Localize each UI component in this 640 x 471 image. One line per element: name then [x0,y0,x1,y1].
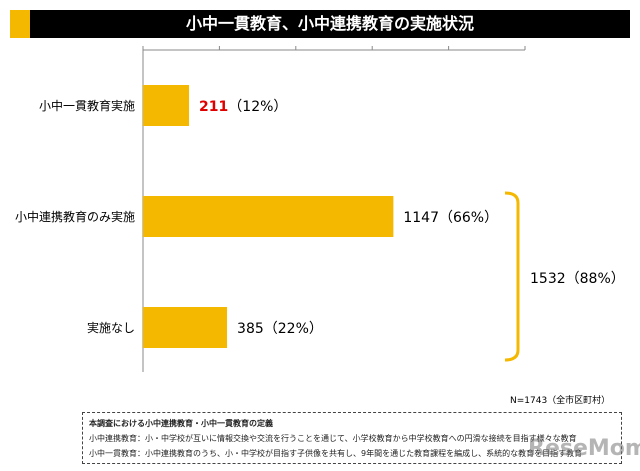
definition-line: 小中連携教育：小・中学校が互いに情報交換や交流を行うことを通じて、小学校教育から… [89,434,577,443]
bar [143,196,394,237]
sample-note: N=1743（全市区町村） [510,396,611,406]
bar [143,85,190,126]
chart-title: 小中一貫教育、小中連携教育の実施状況 [185,14,474,33]
bracket [504,191,520,362]
bar [143,307,228,348]
category-label: 小中一貫教育実施 [39,98,135,113]
title-bar: 小中一貫教育、小中連携教育の実施状況 [10,10,630,38]
bracket-label: 1532（88%） [530,271,625,287]
definition-box: 本調査における小中連携教育・小中一貫教育の定義 小中連携教育：小・中学校が互いに… [82,412,622,464]
category-label: 実施なし [87,320,135,335]
data-label: 1147（66%） [403,210,498,226]
definition-line: 小中一貫教育：小中連携教育のうち、小・中学校が目指す子供像を共有し、9年間を通じ… [89,449,583,458]
category-label: 小中連携教育のみ実施 [15,209,135,224]
data-label: 211（12%） [199,99,287,115]
title-accent [10,10,30,38]
watermark-logo: ReseMom [528,436,640,461]
data-label: 385（22%） [237,321,323,337]
bar-chart: 小中一貫教育実施 211（12%） 小中連携教育のみ実施 1147（66%） 実施なし 3… [15,46,625,372]
definition-heading: 本調査における小中連携教育・小中一貫教育の定義 [89,419,273,428]
